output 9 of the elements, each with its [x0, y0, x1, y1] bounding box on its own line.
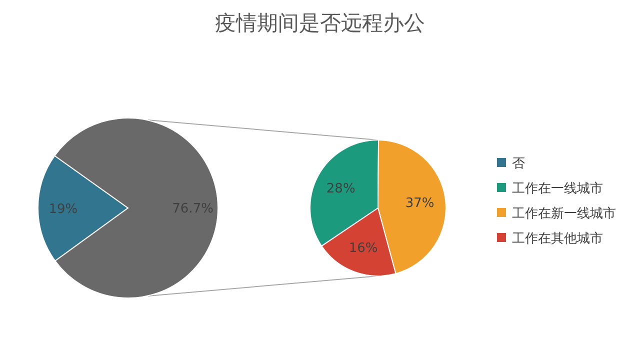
data-label: 28% [326, 182, 356, 197]
chart-title: 疫情期间是否远程办公 [215, 11, 425, 35]
data-label: 37% [405, 196, 434, 212]
legend-label: 工作在其他城市 [512, 232, 603, 247]
legend-label: 工作在一线城市 [512, 182, 603, 197]
data-label: 16% [348, 241, 378, 256]
legend-label: 否 [512, 156, 525, 172]
data-label: 19% [48, 202, 78, 217]
legend-label: 工作在新一线城市 [512, 206, 616, 222]
